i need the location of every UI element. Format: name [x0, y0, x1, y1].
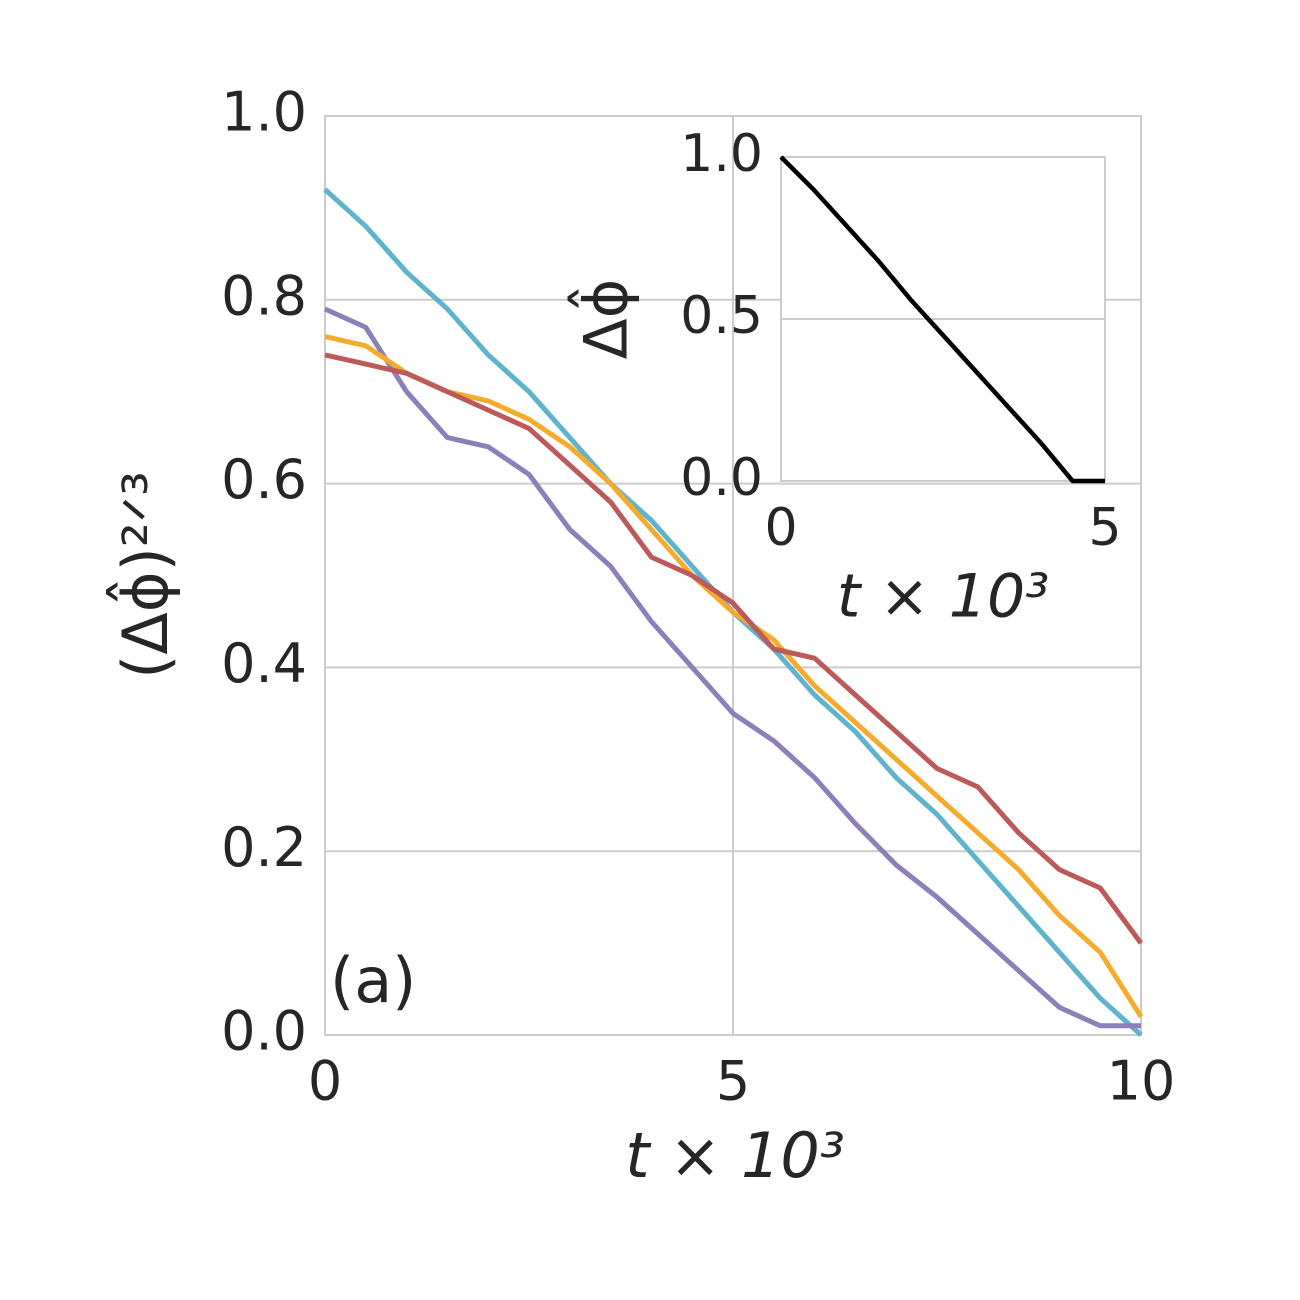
y-tick-label: 0.8: [221, 264, 307, 327]
x-axis-label: t × 10³: [837, 562, 1049, 632]
data-line: [323, 306, 1141, 1029]
x-tick-label: 5: [716, 1050, 750, 1113]
x-tick-label: 0: [308, 1050, 342, 1113]
data-line: [779, 155, 1105, 484]
y-tick-label: 0.2: [221, 816, 307, 879]
y-axis-label: (Δϕ̂)²ᐟ³: [105, 471, 182, 679]
x-axis-label: t × 10³: [625, 1119, 844, 1192]
x-tick-label: 10: [1107, 1050, 1176, 1113]
y-tick-label: 0.6: [221, 448, 307, 511]
y-tick-label: 1.0: [221, 81, 307, 144]
x-tick-label: 5: [1088, 498, 1121, 558]
y-tick-label: 0.5: [680, 286, 763, 346]
y-tick-label: 0.0: [221, 1000, 307, 1063]
data-line: [324, 352, 1144, 945]
y-tick-label: 0.4: [221, 632, 307, 695]
x-tick-label: 0: [764, 498, 797, 558]
data-line: [324, 334, 1144, 1018]
y-axis-label: Δϕ̂: [568, 279, 642, 360]
panel-label: (a): [330, 944, 416, 1017]
y-tick-label: 1.0: [680, 124, 763, 184]
y-tick-label: 0.0: [680, 448, 763, 508]
